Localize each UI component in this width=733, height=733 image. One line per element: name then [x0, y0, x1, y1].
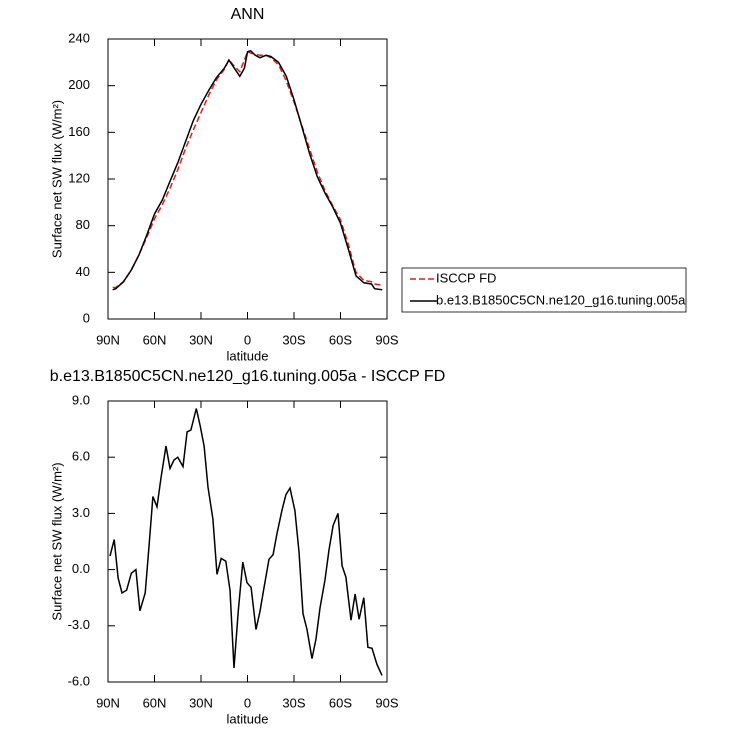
legend-label: b.e13.B1850C5CN.ne120_g16.tuning.005a [436, 292, 686, 307]
y-axis-label: Surface net SW flux (W/m²) [49, 462, 64, 620]
y-tick-label: -6.0 [68, 673, 90, 688]
y-tick-label: 9.0 [72, 392, 90, 407]
x-tick-label: 60N [143, 695, 167, 710]
x-tick-label: 90N [96, 695, 120, 710]
series-line [112, 49, 383, 291]
x-tick-label: 60S [329, 332, 352, 347]
series-line [112, 50, 383, 289]
legend-label: ISCCP FD [436, 270, 496, 285]
y-tick-label: 200 [68, 77, 90, 92]
y-tick-label: 240 [68, 30, 90, 45]
x-tick-label: 60S [329, 695, 352, 710]
chart-title: b.e13.B1850C5CN.ne120_g16.tuning.005a - … [50, 368, 446, 385]
x-axis-label: latitude [227, 711, 269, 726]
y-tick-label: -3.0 [68, 617, 90, 632]
y-tick-label: 6.0 [72, 449, 90, 464]
y-tick-label: 40 [76, 264, 90, 279]
x-tick-label: 30S [282, 695, 305, 710]
y-tick-label: 0 [83, 310, 90, 325]
x-tick-label: 30N [189, 695, 213, 710]
x-tick-label: 30N [189, 332, 213, 347]
x-tick-label: 90S [375, 332, 398, 347]
x-tick-label: 90S [375, 695, 398, 710]
legend-box [401, 267, 687, 313]
y-axis-label: Surface net SW flux (W/m²) [49, 100, 64, 258]
plot-frame [107, 400, 388, 683]
y-tick-label: 80 [76, 217, 90, 232]
x-tick-label: 0 [244, 695, 251, 710]
plot-frame [107, 38, 388, 320]
series-line [109, 408, 383, 676]
y-tick-label: 160 [68, 124, 90, 139]
y-tick-label: 120 [68, 170, 90, 185]
x-tick-label: 60N [143, 332, 167, 347]
x-tick-label: 90N [96, 332, 120, 347]
x-tick-label: 30S [282, 332, 305, 347]
y-tick-label: 3.0 [72, 505, 90, 520]
x-tick-label: 0 [244, 332, 251, 347]
y-tick-label: 0.0 [72, 561, 90, 576]
x-axis-label: latitude [227, 348, 269, 363]
chart-title: ANN [231, 6, 265, 23]
